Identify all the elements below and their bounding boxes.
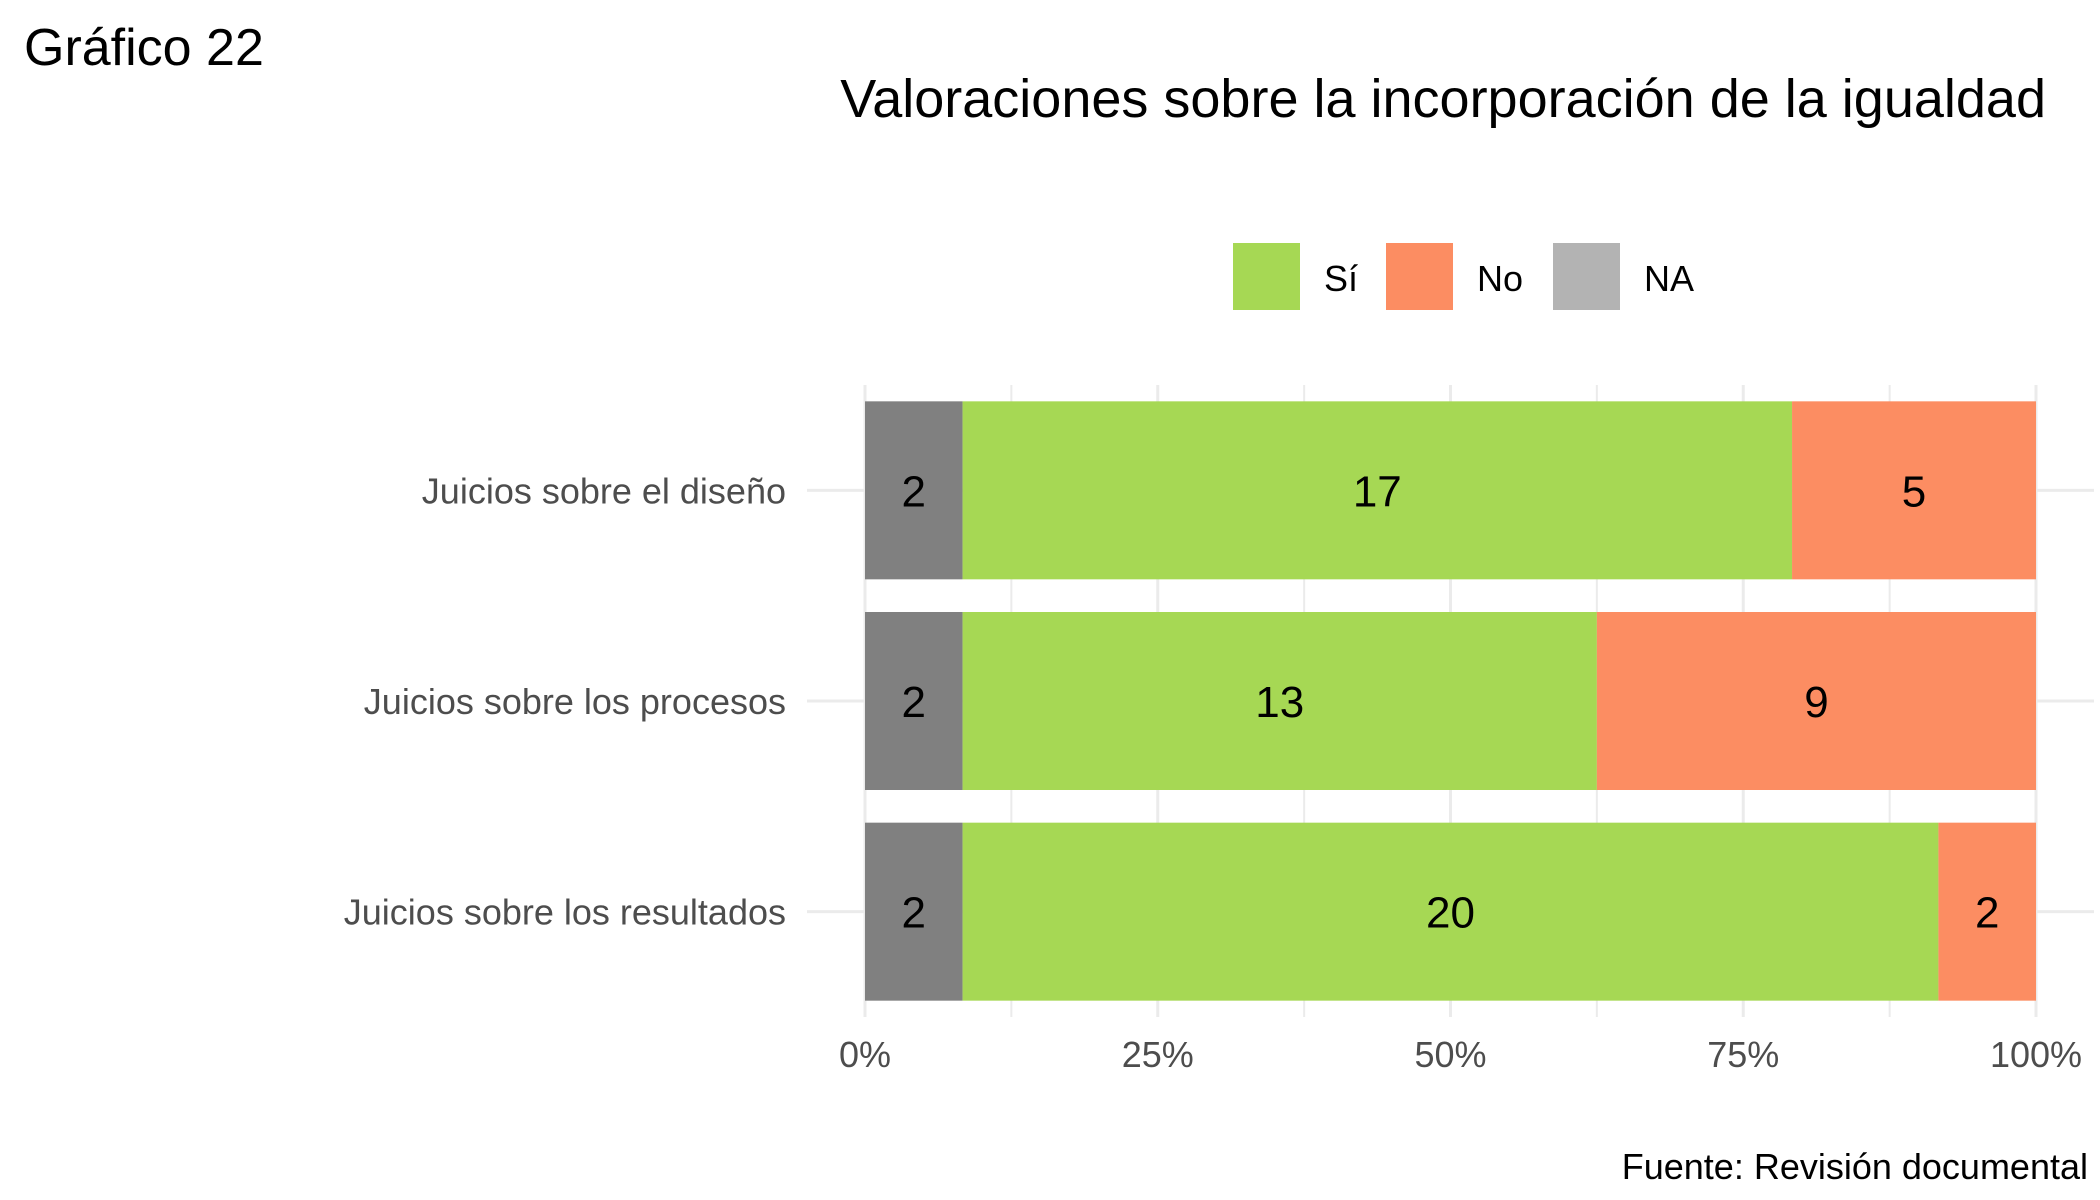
data-label-si: 13: [1255, 678, 1304, 727]
legend-label-no: No: [1477, 258, 1523, 299]
x-tick-label: 100%: [1990, 1034, 2082, 1075]
x-tick-label: 25%: [1122, 1034, 1194, 1075]
category-label: Juicios sobre los procesos: [364, 681, 786, 722]
x-tick-label: 75%: [1707, 1034, 1779, 1075]
bar-segment-na: [865, 401, 963, 580]
legend-swatch-no: [1386, 243, 1453, 310]
x-tick-label: 0%: [839, 1034, 891, 1075]
legend-label-na: NA: [1644, 258, 1694, 299]
data-label-na: 2: [902, 467, 926, 516]
category-label: Juicios sobre el diseño: [422, 470, 786, 511]
data-label-no: 9: [1804, 678, 1828, 727]
figure-number: Gráfico 22: [24, 19, 264, 77]
data-label-na: 2: [902, 889, 926, 938]
legend-swatch-si: [1233, 243, 1300, 310]
source-note: Fuente: Revisión documental: [1621, 1146, 2088, 1187]
x-tick-label: 50%: [1414, 1034, 1486, 1075]
data-label-no: 5: [1902, 467, 1926, 516]
legend-swatch-na: [1553, 243, 1620, 310]
data-label-si: 20: [1426, 889, 1475, 938]
bar-segment-si: [962, 401, 1793, 580]
category-label: Juicios sobre los resultados: [344, 892, 786, 933]
bar-segment-no: [1938, 822, 2036, 1001]
bar-segment-no: [1596, 612, 2036, 790]
bar-segment-na: [865, 822, 963, 1001]
data-label-si: 17: [1353, 467, 1402, 516]
chart-title: Valoraciones sobre la incorporación de l…: [840, 69, 2046, 129]
bar-segment-si: [962, 612, 1597, 790]
bar-segment-no: [1792, 401, 2036, 580]
legend-label-si: Sí: [1324, 258, 1358, 299]
bar-segment-si: [962, 822, 1939, 1001]
data-label-no: 2: [1975, 889, 1999, 938]
data-label-na: 2: [902, 678, 926, 727]
bar-segment-na: [865, 612, 963, 790]
